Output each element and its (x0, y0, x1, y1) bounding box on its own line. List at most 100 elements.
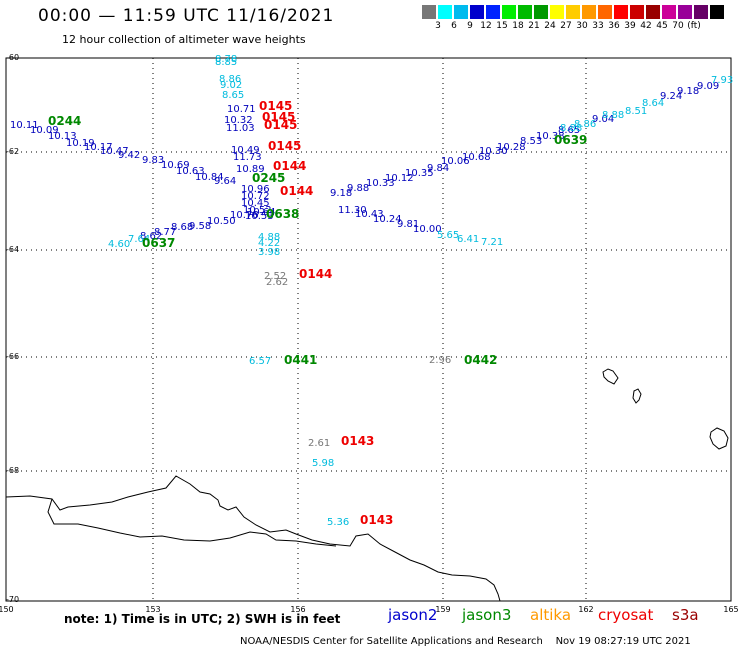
scale-label: 70 (672, 21, 684, 31)
wave-height-label: 8.88 (560, 123, 582, 134)
pass-time-label: 0145 (268, 139, 301, 153)
wave-height-label: 10.89 (236, 164, 265, 175)
pass-time-label: 0143 (360, 513, 393, 527)
island-2 (632, 388, 642, 404)
wave-height-label: 9.09 (697, 81, 719, 92)
wave-height-label: 10.68 (462, 152, 491, 163)
wave-height-label: 10.24 (373, 214, 402, 225)
graticule (6, 58, 731, 600)
scale-swatch (582, 5, 596, 19)
scale-swatch (550, 5, 564, 19)
wave-height-label: 8.88 (602, 110, 624, 121)
wave-height-label: 9.24 (660, 91, 682, 102)
scale-swatch (662, 5, 676, 19)
scale-label: 12 (480, 21, 492, 31)
wave-height-label: 8.64 (642, 98, 664, 109)
wave-height-label: 5.98 (312, 458, 334, 469)
wave-height-label: 10.17 (84, 142, 113, 153)
scale-swatch (614, 5, 628, 19)
longitude-label: 150 (0, 605, 14, 614)
wave-height-label: 10.49 (231, 145, 260, 156)
wave-height-label: 3.98 (258, 247, 280, 258)
scale-label: 42 (640, 21, 652, 31)
wave-height-label: 10.06 (441, 156, 470, 167)
credit-line: NOAA/NESDIS Center for Satellite Applica… (240, 636, 691, 647)
scale-swatch (534, 5, 548, 19)
wave-height-label: 8.86 (219, 74, 241, 85)
wave-height-label: 7.21 (481, 237, 503, 248)
scale-label: 9 (467, 21, 473, 31)
latitude-label: -62 (6, 147, 19, 156)
pass-time-label: 0637 (142, 236, 175, 250)
wave-height-label: 10.43 (355, 209, 384, 220)
pass-time-label: 0145 (259, 99, 292, 113)
island-3 (709, 427, 729, 450)
wave-height-label: 9.58 (189, 221, 211, 232)
island-1 (602, 368, 619, 385)
pass-time-label: 0639 (554, 133, 587, 147)
scale-label: 15 (496, 21, 508, 31)
satellite-altika: altika (530, 606, 572, 624)
wave-height-label: 6.41 (457, 234, 479, 245)
scale-label: 27 (560, 21, 572, 31)
wave-height-label: 10.96 (241, 184, 270, 195)
scale-label: 3 (435, 21, 441, 31)
scale-label: 39 (624, 21, 636, 31)
wave-height-label: 9.88 (347, 183, 369, 194)
wave-height-label: 8.78 (215, 54, 237, 65)
pass-time-label: 0442 (464, 353, 497, 367)
scale-swatch (502, 5, 516, 19)
map-subtitle: 12 hour collection of altimeter wave hei… (62, 33, 306, 46)
wave-height-label: 4.88 (258, 232, 280, 243)
scale-swatch (630, 5, 644, 19)
wave-height-label: 10.12 (385, 173, 414, 184)
pass-time-label: 0144 (273, 159, 306, 173)
scale-swatch (646, 5, 660, 19)
wave-height-label: 5.36 (327, 517, 349, 528)
pass-time-label: 0144 (299, 267, 332, 281)
wave-height-label: 9.02 (220, 80, 242, 91)
wave-height-label: 10.11 (10, 120, 39, 131)
wave-height-label: 8.77 (154, 227, 176, 238)
wave-height-label: 7.64 (128, 234, 150, 245)
latitude-label: -70 (6, 595, 19, 604)
scale-label: 33 (592, 21, 604, 31)
coastline (5, 368, 729, 602)
wave-height-label: 10.45 (241, 198, 270, 209)
scale-label: 36 (608, 21, 620, 31)
wave-height-label: 10.71 (227, 104, 256, 115)
scale-swatch (694, 5, 708, 19)
wave-height-label: 2.62 (266, 277, 288, 288)
wave-height-label: 9.42 (118, 150, 140, 161)
wave-height-label: 10.53 (245, 211, 274, 222)
coastline-main (5, 475, 501, 602)
wave-height-label: 10.63 (176, 166, 205, 177)
scale-label: 18 (512, 21, 524, 31)
pass-time-label: 0245 (252, 171, 285, 185)
wave-height-label: 8.68 (171, 222, 193, 233)
wave-height-label: 10.69 (161, 160, 190, 171)
wave-height-label: 6.57 (249, 356, 271, 367)
scale-label: 6 (451, 21, 457, 31)
map-title: 00:00 — 11:59 UTC 11/16/2021 (38, 6, 335, 26)
satellite-jason3: jason3 (462, 606, 512, 624)
pass-time-label: 0441 (284, 353, 317, 367)
wave-height-label: 8.65 (558, 125, 580, 136)
longitude-label: 165 (723, 605, 738, 614)
wave-height-label: 2.61 (308, 438, 330, 449)
wave-height-label: 10.35 (405, 168, 434, 179)
wave-height-label: 8.65 (222, 90, 244, 101)
wave-height-label: 8.85 (215, 57, 237, 68)
wave-height-label: 10.38 (536, 131, 565, 142)
wave-height-label: 10.32 (224, 115, 253, 126)
wave-height-label: 9.18 (677, 86, 699, 97)
wave-height-label: 7.93 (711, 75, 733, 86)
wave-height-label: 4.22 (258, 238, 280, 249)
wave-height-label: 10.13 (48, 131, 77, 142)
wave-height-label: 10.30 (479, 146, 508, 157)
wave-height-label: 8.62 (140, 231, 162, 242)
latitude-label: -66 (6, 352, 19, 361)
